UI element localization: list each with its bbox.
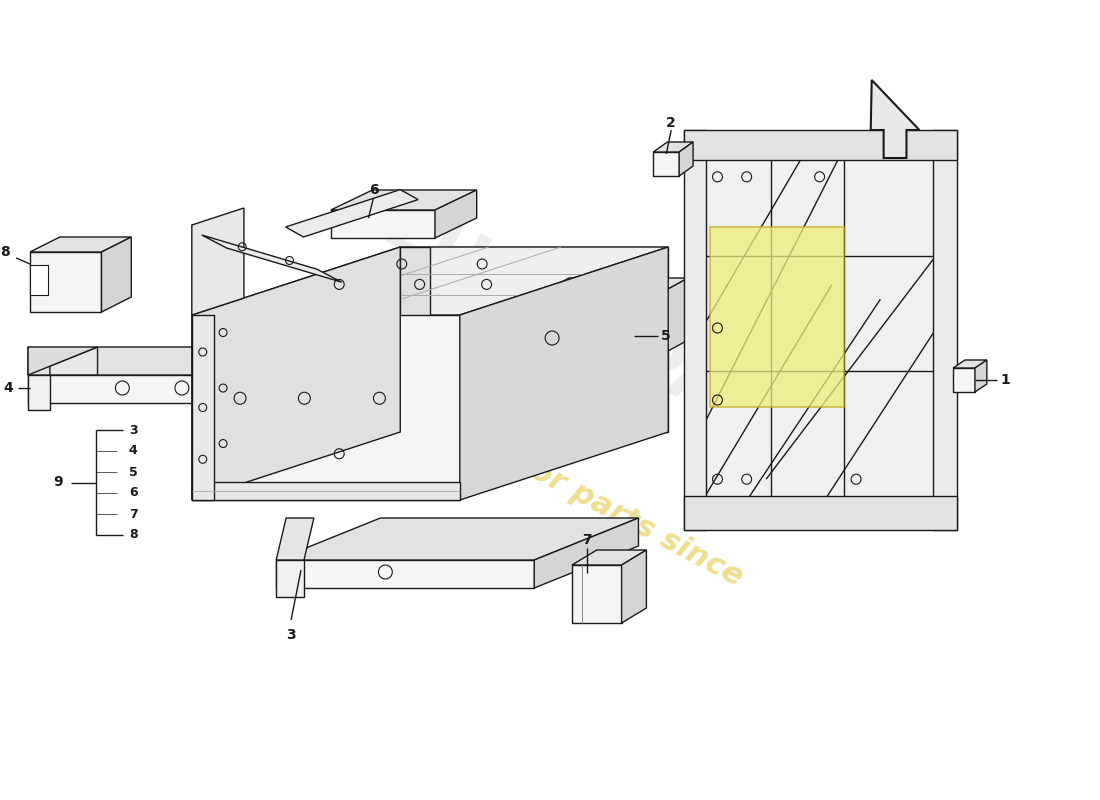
Polygon shape <box>191 315 460 500</box>
Polygon shape <box>30 265 48 295</box>
Polygon shape <box>653 142 693 152</box>
Polygon shape <box>621 550 647 623</box>
Text: 7: 7 <box>129 507 138 521</box>
Polygon shape <box>400 247 430 432</box>
Text: 5: 5 <box>129 466 138 478</box>
Text: 7: 7 <box>582 533 592 547</box>
Text: 5: 5 <box>660 329 670 343</box>
Text: EUROSPARES: EUROSPARES <box>371 194 877 506</box>
Polygon shape <box>191 247 400 500</box>
Polygon shape <box>217 347 286 403</box>
Polygon shape <box>572 565 621 623</box>
Polygon shape <box>684 130 957 160</box>
Polygon shape <box>434 190 476 238</box>
Text: 6: 6 <box>368 183 378 197</box>
Polygon shape <box>101 237 131 312</box>
Polygon shape <box>29 347 98 375</box>
Polygon shape <box>201 235 342 282</box>
Polygon shape <box>698 148 942 508</box>
Text: 1: 1 <box>1001 373 1011 387</box>
Text: a passion for parts since: a passion for parts since <box>360 368 748 592</box>
Polygon shape <box>634 278 689 370</box>
Polygon shape <box>30 252 101 312</box>
Polygon shape <box>276 518 314 560</box>
Polygon shape <box>679 142 693 176</box>
Polygon shape <box>191 247 668 315</box>
Text: 8: 8 <box>0 245 10 259</box>
Text: 9: 9 <box>53 475 63 490</box>
Text: 6: 6 <box>129 486 138 499</box>
Polygon shape <box>711 227 844 407</box>
Polygon shape <box>933 130 957 530</box>
Polygon shape <box>975 360 987 392</box>
Polygon shape <box>515 308 634 370</box>
Polygon shape <box>515 278 689 308</box>
Text: 4: 4 <box>3 381 13 395</box>
Polygon shape <box>460 247 668 500</box>
Polygon shape <box>29 347 50 375</box>
Polygon shape <box>29 375 50 410</box>
Polygon shape <box>871 80 920 158</box>
Polygon shape <box>276 560 304 597</box>
Text: 8: 8 <box>129 529 138 542</box>
Polygon shape <box>276 518 638 560</box>
Polygon shape <box>653 152 679 176</box>
Text: 2: 2 <box>667 116 676 130</box>
Text: 3: 3 <box>286 628 296 642</box>
Polygon shape <box>30 237 131 252</box>
Polygon shape <box>191 482 460 500</box>
Polygon shape <box>191 315 213 500</box>
Polygon shape <box>331 190 476 210</box>
Polygon shape <box>276 560 535 588</box>
Text: 3: 3 <box>129 423 138 437</box>
Polygon shape <box>572 550 647 565</box>
Polygon shape <box>286 190 418 237</box>
Polygon shape <box>684 496 957 530</box>
Polygon shape <box>953 360 987 368</box>
Text: 4: 4 <box>129 445 138 458</box>
Polygon shape <box>191 208 244 315</box>
Polygon shape <box>29 347 98 375</box>
Polygon shape <box>331 210 434 238</box>
Polygon shape <box>535 518 638 588</box>
Polygon shape <box>400 247 668 432</box>
Polygon shape <box>29 347 286 375</box>
Polygon shape <box>29 375 217 403</box>
Polygon shape <box>953 368 975 392</box>
Polygon shape <box>684 130 706 530</box>
